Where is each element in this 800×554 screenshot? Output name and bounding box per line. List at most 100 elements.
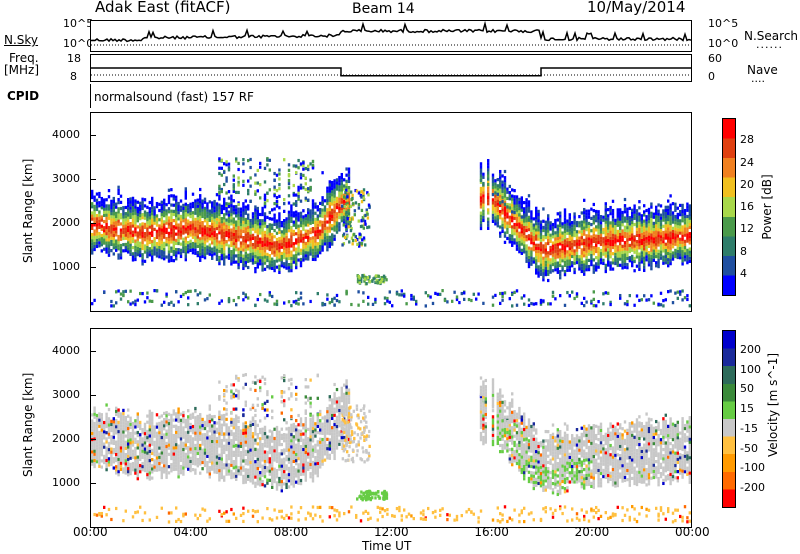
cell-echo [100,434,103,438]
cell-echo [669,228,672,232]
cell-echo [172,458,175,462]
cell-echo [667,199,670,203]
cell-echo [199,227,202,232]
cell-echo [124,425,127,429]
cell-echo [227,450,231,455]
cell-echo [179,242,183,246]
cell-echo [136,424,139,428]
cell-echo [119,256,123,260]
cell-echo [290,235,293,239]
cell-echo [151,470,154,474]
cell-echo [127,414,130,418]
cell-echo [539,232,543,236]
cell-echo [95,450,99,455]
cell-echo [127,451,130,455]
cell-ground-scatter [201,507,204,511]
cell-echo [539,266,543,270]
cell-upper [256,181,259,185]
cell-echo [115,406,118,410]
cell-echo [559,233,562,237]
cpid-panel: normalsound (fast) 157 RF [90,84,692,108]
cell-echo [100,236,103,241]
cell-echo [237,222,240,227]
cell-ground-scatter [244,293,247,297]
cell-echo [100,459,103,463]
cell-echo [153,212,156,216]
cell-echo [163,427,166,431]
cell-echo [513,241,516,245]
cell-echo [230,240,233,244]
cell-echo [131,468,135,472]
cell-echo [482,209,485,213]
cell-echo [631,248,634,252]
cell-echo [148,425,151,429]
cell-echo [571,254,574,259]
cell-echo [206,439,209,443]
cell-echo [165,429,168,433]
cell-echo [335,230,339,234]
cell-echo [292,257,295,261]
cell-echo [184,205,187,209]
cell-echo [273,268,276,273]
cell-echo [616,257,619,261]
cell-echo [95,441,99,445]
cell-echo [103,420,106,425]
cell-echo [141,200,144,204]
cell-echo [487,211,490,215]
cell-echo [254,205,257,209]
cell-echo [530,231,533,236]
cell-ground-scatter [196,302,199,306]
cell-ground-scatter [511,292,514,297]
cell-echo [141,437,144,441]
cell-echo [256,253,259,257]
cell-echo [172,231,175,235]
cell-echo [220,463,223,467]
cell-echo [549,239,552,243]
cell-echo [201,439,204,443]
cell-echo [196,442,199,446]
cell-echo [302,252,305,256]
cell-echo [619,239,622,243]
cell-echo [213,442,216,446]
cell-echo [129,225,132,229]
cell-echo [100,243,103,247]
cell-echo [321,196,324,200]
cell-echo [602,252,605,256]
cell-ground-scatter [427,294,430,298]
cell-echo [215,193,219,197]
cell-echo [146,224,149,228]
cell-echo [321,242,324,246]
cell-echo [170,432,173,436]
cell-echo [520,196,523,200]
cell-echo [479,189,483,194]
cell-echo [194,422,197,426]
cell-echo [499,234,502,238]
cell-echo [110,205,113,210]
cell-echo [285,257,288,261]
cell-echo [268,244,271,249]
cell-echo [107,216,111,220]
cell-echo [199,237,202,241]
cell-echo [172,219,175,223]
cell-echo [319,207,322,212]
cell-ground-scatter [391,304,394,308]
cell-echo [179,434,183,438]
cell-ground-scatter [93,298,96,302]
cell-echo [621,247,624,252]
cell-echo [650,245,653,249]
cell-echo [146,214,149,219]
cell-echo [196,241,199,245]
cell-echo [580,248,583,252]
cell-echo [119,461,123,465]
cell-echo [331,199,334,203]
cell-echo [182,420,185,424]
cell-echo [316,208,319,212]
cell-echo [201,423,204,428]
cell-echo [247,256,250,260]
cell-echo [674,239,677,243]
cell-echo [194,450,197,454]
cell-echo [307,217,310,221]
cell-echo [155,434,159,438]
cell-echo [146,221,149,225]
cell-echo [247,247,250,251]
